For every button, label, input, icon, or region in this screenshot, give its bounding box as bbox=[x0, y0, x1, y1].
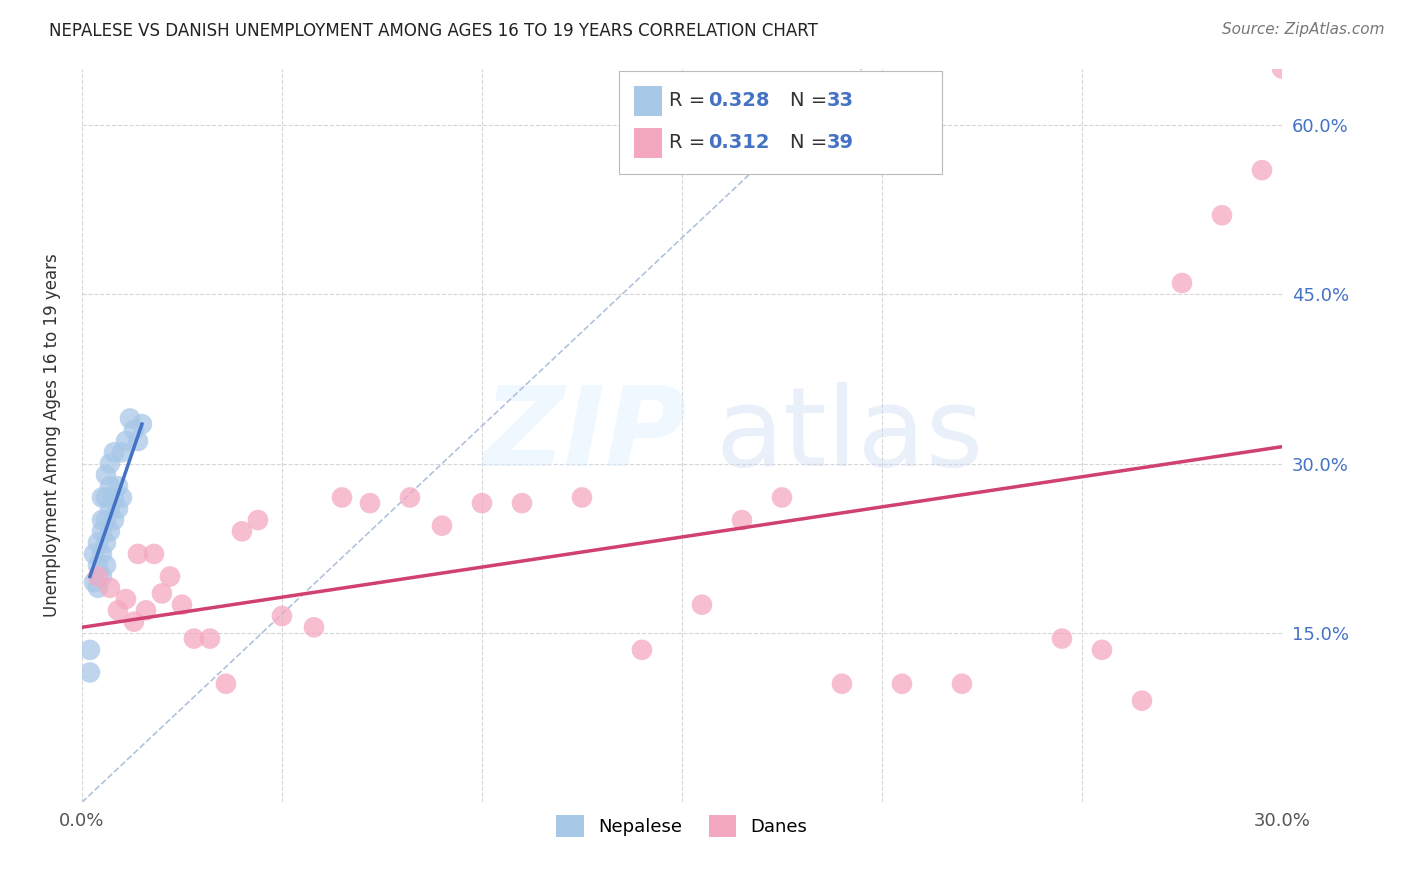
Point bbox=[91, 513, 114, 527]
Point bbox=[950, 677, 973, 691]
Point bbox=[98, 524, 121, 539]
Point bbox=[359, 496, 381, 510]
Text: 33: 33 bbox=[827, 91, 853, 111]
Point bbox=[94, 535, 117, 549]
Point bbox=[198, 632, 221, 646]
Point bbox=[302, 620, 325, 634]
Point bbox=[142, 547, 165, 561]
Text: 39: 39 bbox=[827, 133, 853, 153]
Point bbox=[83, 547, 105, 561]
Point bbox=[94, 491, 117, 505]
Point bbox=[1271, 62, 1294, 76]
Point bbox=[1091, 643, 1114, 657]
Point bbox=[891, 677, 914, 691]
Legend: Nepalese, Danes: Nepalese, Danes bbox=[550, 808, 814, 845]
Point bbox=[87, 569, 110, 583]
Point bbox=[79, 643, 101, 657]
Point bbox=[87, 581, 110, 595]
Point bbox=[135, 603, 157, 617]
Point bbox=[399, 491, 422, 505]
Text: ZIP: ZIP bbox=[484, 382, 688, 489]
Text: 0.312: 0.312 bbox=[709, 133, 770, 153]
Point bbox=[107, 479, 129, 493]
Text: 0.328: 0.328 bbox=[709, 91, 770, 111]
Point bbox=[770, 491, 793, 505]
Point bbox=[430, 518, 453, 533]
Point bbox=[215, 677, 238, 691]
Text: N =: N = bbox=[790, 91, 834, 111]
Point bbox=[87, 558, 110, 573]
Point bbox=[471, 496, 494, 510]
Point bbox=[91, 491, 114, 505]
Point bbox=[170, 598, 193, 612]
Text: N =: N = bbox=[790, 133, 834, 153]
Point bbox=[1130, 694, 1153, 708]
Point bbox=[183, 632, 205, 646]
Point bbox=[115, 434, 138, 448]
Point bbox=[831, 677, 853, 691]
Point bbox=[94, 558, 117, 573]
Point bbox=[1171, 276, 1194, 290]
Point bbox=[127, 434, 149, 448]
Point bbox=[111, 445, 134, 459]
Point bbox=[98, 479, 121, 493]
Point bbox=[94, 513, 117, 527]
Text: R =: R = bbox=[669, 91, 711, 111]
Point bbox=[122, 423, 145, 437]
Point bbox=[98, 501, 121, 516]
Point bbox=[103, 491, 125, 505]
Point bbox=[98, 581, 121, 595]
Point bbox=[122, 615, 145, 629]
Point bbox=[91, 547, 114, 561]
Point bbox=[103, 513, 125, 527]
Point bbox=[731, 513, 754, 527]
Point bbox=[631, 643, 654, 657]
Point bbox=[87, 535, 110, 549]
Point bbox=[111, 491, 134, 505]
Point bbox=[107, 603, 129, 617]
Text: NEPALESE VS DANISH UNEMPLOYMENT AMONG AGES 16 TO 19 YEARS CORRELATION CHART: NEPALESE VS DANISH UNEMPLOYMENT AMONG AG… bbox=[49, 22, 818, 40]
Point bbox=[94, 467, 117, 482]
Text: R =: R = bbox=[669, 133, 711, 153]
Point bbox=[91, 524, 114, 539]
Point bbox=[231, 524, 253, 539]
Text: atlas: atlas bbox=[716, 382, 984, 489]
Point bbox=[118, 411, 141, 425]
Point bbox=[1050, 632, 1073, 646]
Point bbox=[330, 491, 353, 505]
Point bbox=[1251, 163, 1274, 178]
Point bbox=[131, 417, 153, 431]
Point bbox=[510, 496, 533, 510]
Point bbox=[83, 575, 105, 590]
Point bbox=[98, 457, 121, 471]
Point bbox=[107, 501, 129, 516]
Point bbox=[103, 445, 125, 459]
Point bbox=[150, 586, 173, 600]
Point bbox=[246, 513, 269, 527]
Point bbox=[571, 491, 593, 505]
Point bbox=[271, 609, 294, 624]
Point bbox=[127, 547, 149, 561]
Point bbox=[115, 592, 138, 607]
Y-axis label: Unemployment Among Ages 16 to 19 years: Unemployment Among Ages 16 to 19 years bbox=[44, 253, 60, 617]
Text: Source: ZipAtlas.com: Source: ZipAtlas.com bbox=[1222, 22, 1385, 37]
Point bbox=[1211, 208, 1233, 222]
Point bbox=[159, 569, 181, 583]
Point bbox=[91, 569, 114, 583]
Point bbox=[690, 598, 713, 612]
Point bbox=[79, 665, 101, 680]
